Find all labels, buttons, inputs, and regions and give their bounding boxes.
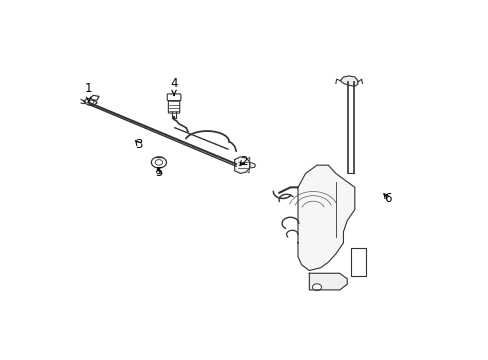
Text: 6: 6 xyxy=(383,192,391,205)
Polygon shape xyxy=(297,165,354,270)
Circle shape xyxy=(155,159,163,165)
Circle shape xyxy=(312,284,321,291)
FancyBboxPatch shape xyxy=(167,94,181,100)
Text: 3: 3 xyxy=(135,138,142,151)
Polygon shape xyxy=(309,273,346,290)
Text: 4: 4 xyxy=(170,77,178,95)
Text: 5: 5 xyxy=(155,166,162,179)
Text: 2: 2 xyxy=(240,154,247,167)
Polygon shape xyxy=(249,162,255,168)
Circle shape xyxy=(151,157,166,168)
Polygon shape xyxy=(340,76,357,86)
FancyBboxPatch shape xyxy=(168,99,180,113)
Polygon shape xyxy=(234,157,249,174)
Text: 1: 1 xyxy=(85,82,92,102)
